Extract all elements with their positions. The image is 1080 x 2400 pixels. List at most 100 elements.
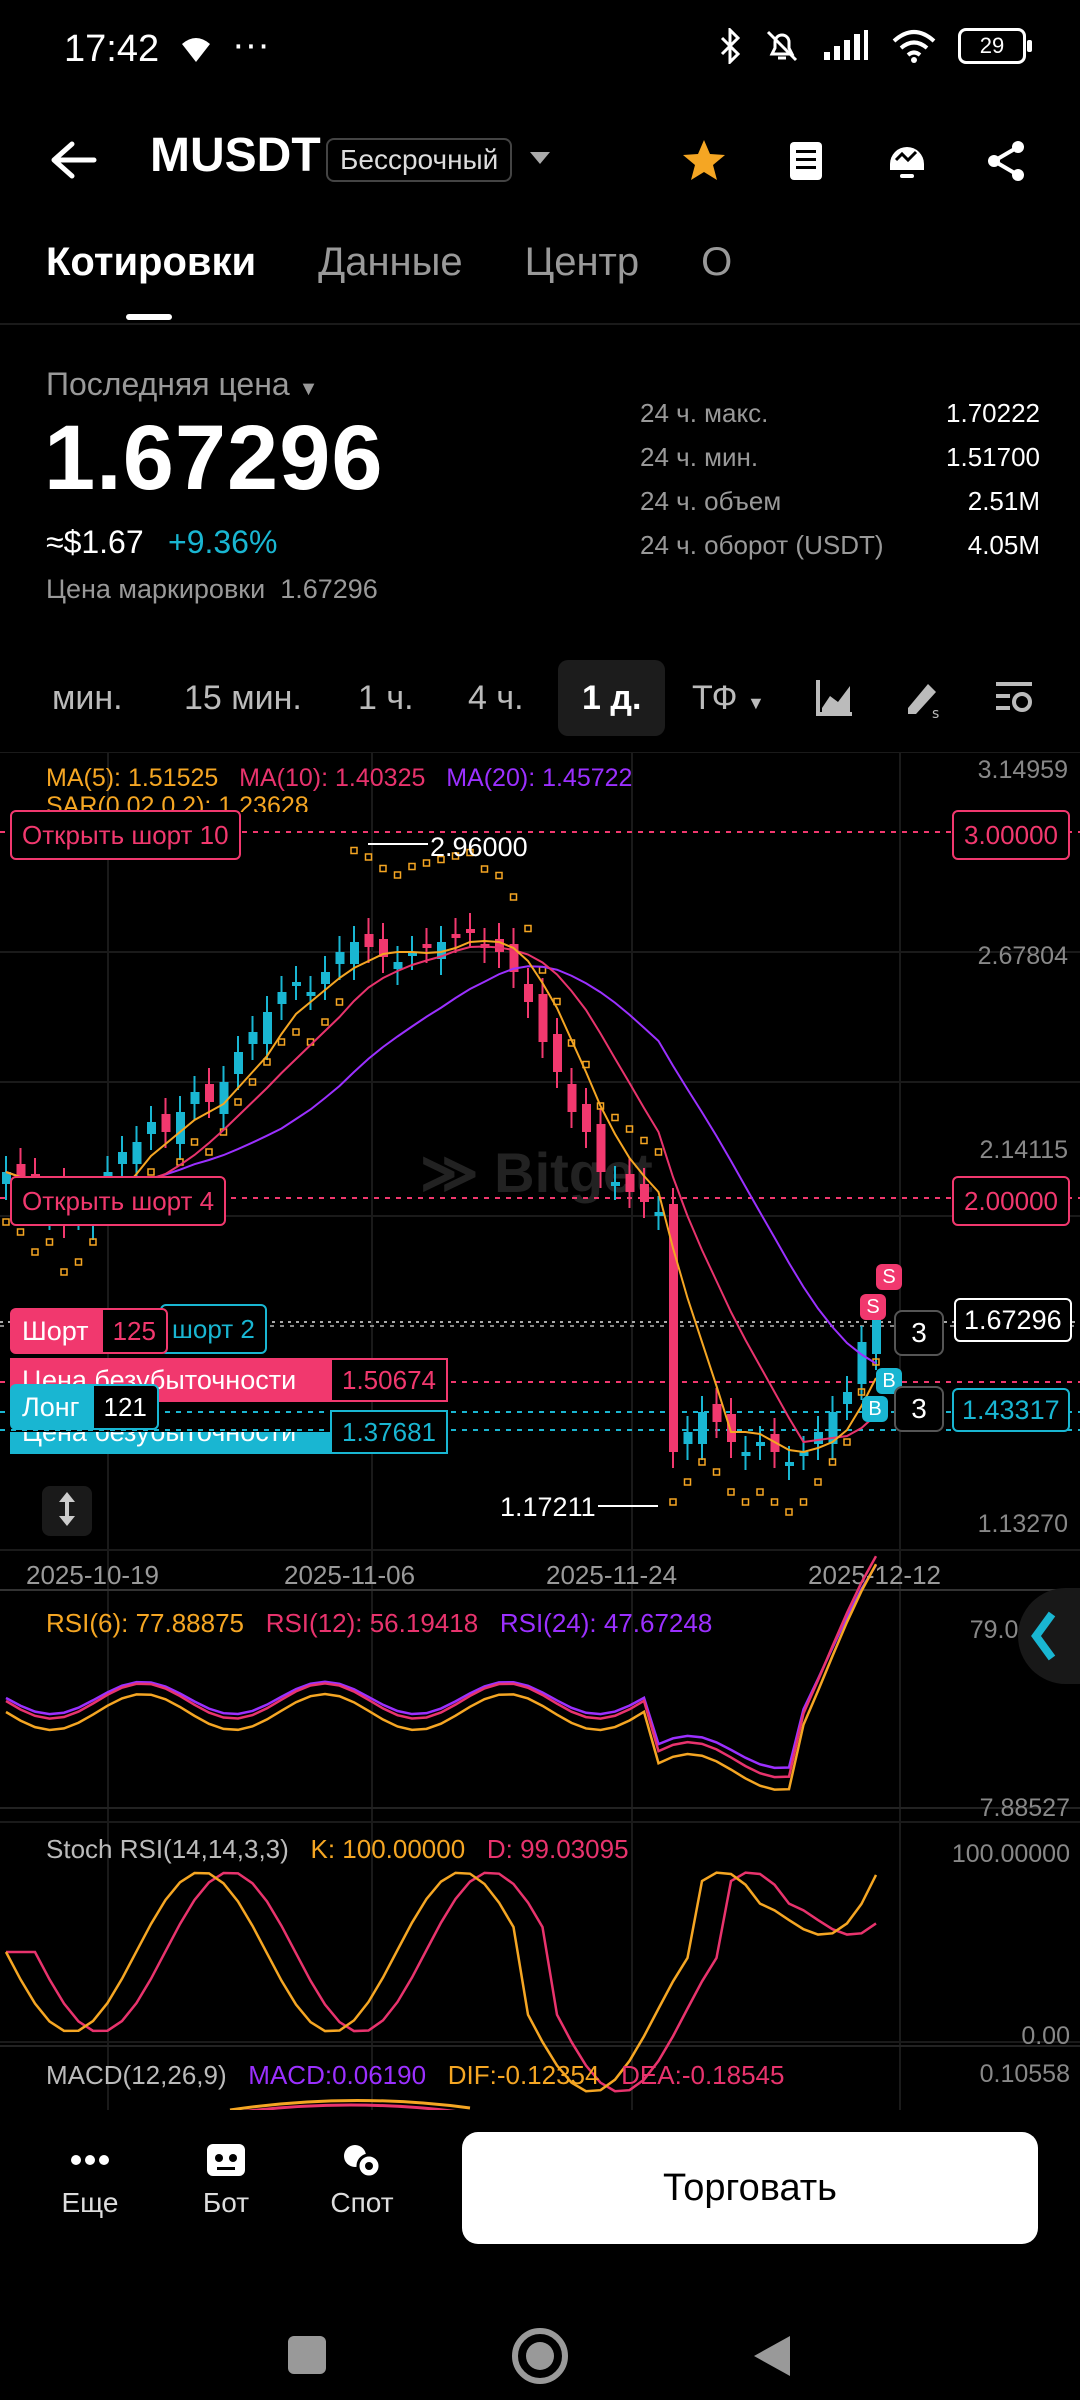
timeframe-1m[interactable]: мин.	[52, 679, 123, 717]
macd-label: MACD:0.06190	[248, 2060, 427, 2090]
candle-body	[698, 1412, 707, 1444]
expand-chart-button[interactable]	[42, 1486, 92, 1536]
bell-off-icon	[766, 30, 798, 62]
notes-icon[interactable]	[786, 140, 826, 182]
sar-dot	[190, 1138, 199, 1146]
tab-data[interactable]: Данные	[318, 240, 463, 284]
candle-body	[190, 1092, 200, 1104]
candle-body	[335, 952, 345, 964]
favorite-star-icon[interactable]	[682, 138, 726, 182]
timeframe-menu[interactable]: ТФ ▼	[692, 660, 765, 736]
sar-dot	[321, 1018, 329, 1026]
last-price-label-text: Последняя цена	[46, 366, 290, 402]
timeframe-1d[interactable]: 1 д.	[558, 660, 666, 736]
candle-body	[611, 1182, 620, 1186]
stoch-d-line	[6, 1871, 877, 2093]
order-count-badge[interactable]: 3	[894, 1310, 944, 1356]
sar-dot	[74, 1258, 83, 1266]
short-breakeven-label: Цена безубыточности	[10, 1358, 330, 1402]
order-label-short-4[interactable]: Открыть шорт 4	[10, 1176, 227, 1226]
side-panel-tab[interactable]	[1018, 1588, 1080, 1684]
sar-dot	[147, 1168, 155, 1176]
long-position-tag[interactable]: Лонг 121	[10, 1384, 159, 1430]
candle-body	[509, 944, 519, 972]
rsi24-label: RSI(24): 47.67248	[499, 1608, 713, 1638]
candle-body	[495, 939, 504, 952]
long-breakeven-tag: Цена безубыточности 1.37681	[10, 1410, 448, 1454]
macd-title: MACD(12,26,9)	[46, 2060, 227, 2090]
vertical-resize-icon	[59, 1492, 75, 1526]
macd-dif-line	[239, 2103, 461, 2112]
candle-body	[799, 1452, 809, 1456]
divider	[0, 323, 1080, 325]
sar-dot	[799, 1498, 808, 1506]
order-label-short-2[interactable]: шорт 2	[160, 1304, 267, 1354]
high-label: 2.96000	[430, 832, 528, 862]
usd-price: ≈$1.67	[46, 524, 144, 560]
candle-body	[582, 1104, 591, 1132]
short-position-tag[interactable]: Шорт 125	[10, 1308, 168, 1354]
spot-button[interactable]: Спот	[312, 2140, 412, 2219]
chart-type-icon[interactable]	[814, 678, 854, 718]
sar-dot	[466, 848, 474, 857]
candle-body	[814, 1432, 823, 1444]
sar-dot	[263, 1058, 271, 1066]
order-price-short-4: 2.00000	[952, 1176, 1070, 1226]
other-price-tag: 1.43317	[952, 1388, 1070, 1432]
candle-body	[422, 944, 432, 948]
last-price-label[interactable]: Последняя цена ▼	[46, 366, 318, 403]
long-qty: 121	[91, 1384, 159, 1430]
candle-body	[263, 1012, 272, 1044]
share-icon[interactable]	[986, 140, 1028, 182]
tab-about[interactable]: О	[701, 240, 733, 284]
svg-text:s: s	[932, 706, 939, 720]
back-arrow-icon[interactable]	[50, 140, 98, 180]
order-label-short-10[interactable]: Открыть шорт 10	[10, 810, 241, 860]
chevron-down-icon[interactable]	[530, 152, 550, 166]
timeframe-1h[interactable]: 1 ч.	[358, 679, 414, 717]
candle-body	[524, 984, 533, 1002]
sar-dot	[408, 862, 416, 871]
spot-coins-icon	[344, 2145, 382, 2179]
timeframe-4h[interactable]: 4 ч.	[468, 679, 524, 717]
sar-dot	[31, 1248, 39, 1256]
back-button[interactable]	[750, 2332, 794, 2380]
bot-label: Бот	[202, 2187, 250, 2218]
candle-body	[683, 1432, 693, 1444]
trade-button[interactable]: Торговать	[462, 2132, 1038, 2244]
candle-body	[292, 982, 301, 986]
timeframe-15m[interactable]: 15 мин.	[184, 679, 302, 717]
sar-dot	[596, 1102, 605, 1110]
sar-dot	[45, 1238, 54, 1246]
stat-value: 1.51700	[946, 442, 1040, 472]
order-count-badge[interactable]: 3	[894, 1386, 944, 1432]
more-button[interactable]: Еще	[40, 2140, 140, 2219]
macd-legend: MACD(12,26,9) MACD:0.06190 DIF:-0.12354 …	[46, 2060, 784, 2091]
x-tick: 2025-11-24	[546, 1560, 677, 1590]
candle-body	[451, 934, 461, 938]
candle-body	[625, 1174, 635, 1192]
sar-dot	[741, 1498, 750, 1506]
home-button[interactable]	[510, 2326, 570, 2386]
sar-dot	[277, 1038, 286, 1046]
candle-body	[857, 1342, 867, 1384]
recents-button[interactable]	[288, 2336, 326, 2374]
candle-body	[350, 942, 359, 964]
stoch-bottom: 0.00	[1021, 2022, 1070, 2050]
battery-icon: 29	[958, 28, 1032, 64]
contract-type-badge[interactable]: Бессрочный	[326, 138, 513, 182]
sell-marker: S	[860, 1294, 886, 1320]
bot-button[interactable]: Бот	[176, 2140, 276, 2219]
indicator-settings-icon[interactable]	[994, 678, 1034, 718]
timeframe-menu-label: ТФ	[692, 679, 738, 717]
y-tick: 2.67804	[978, 942, 1068, 970]
alert-icon[interactable]	[884, 138, 930, 184]
candle-body	[16, 1164, 26, 1182]
drawing-tools-icon[interactable]: s	[902, 676, 946, 720]
mark-price-label: Цена маркировки	[46, 574, 266, 604]
tab-center[interactable]: Центр	[524, 240, 640, 284]
symbol-title[interactable]: MUSDT	[150, 129, 321, 182]
candle-body	[176, 1112, 185, 1144]
wifi-icon	[892, 30, 936, 63]
tab-quotes[interactable]: Котировки	[46, 240, 257, 284]
